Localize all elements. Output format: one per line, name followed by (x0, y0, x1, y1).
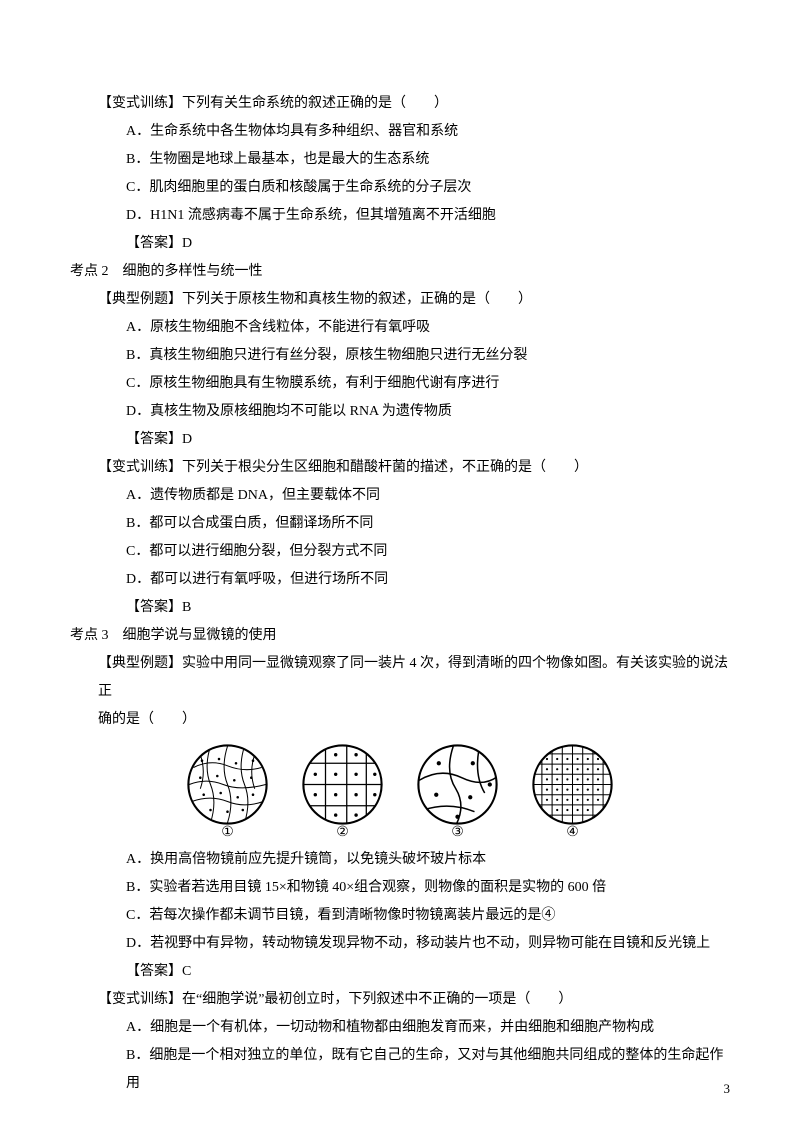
q4-stem-line2: 确的是（ ） (70, 706, 730, 734)
q1-opt-b: B．生物圈是地球上最基本，也是最大的生态系统 (70, 146, 730, 174)
microscope-figure: ① ② (70, 742, 730, 842)
figure-label-3: ③ (451, 825, 464, 842)
topic-2-heading: 考点 2 细胞的多样性与统一性 (70, 258, 730, 286)
figure-view-2: ② (300, 742, 385, 842)
page: 【变式训练】下列有关生命系统的叙述正确的是（ ） A．生命系统中各生物体均具有多… (0, 0, 800, 1132)
page-number: 3 (724, 1076, 731, 1102)
q5-opt-a: A．细胞是一个有机体，一切动物和植物都由细胞发育而来，并由细胞和细胞产物构成 (70, 1014, 730, 1042)
q2-opt-d: D．真核生物及原核细胞均不可能以 RNA 为遗传物质 (70, 398, 730, 426)
figure-label-2: ② (336, 825, 349, 842)
q4-opt-b: B．实验者若选用目镜 15×和物镜 40×组合观察，则物像的面积是实物的 600… (70, 874, 730, 902)
cells-icon (185, 742, 270, 827)
q4-stem-line1: 【典型例题】实验中用同一显微镜观察了同一装片 4 次，得到清晰的四个物像如图。有… (70, 650, 730, 706)
q5-opt-b: B．细胞是一个相对独立的单位，既有它自己的生命，又对与其他细胞共同组成的整体的生… (70, 1042, 730, 1098)
q4-answer: 【答案】C (70, 958, 730, 986)
figure-label-4: ④ (566, 825, 579, 842)
figure-view-4: ④ (530, 742, 615, 842)
cells-icon (530, 742, 615, 827)
q1-opt-d: D．H1N1 流感病毒不属于生命系统，但其增殖离不开活细胞 (70, 202, 730, 230)
q3-answer: 【答案】B (70, 594, 730, 622)
figure-label-1: ① (221, 825, 234, 842)
q1-opt-a: A．生命系统中各生物体均具有多种组织、器官和系统 (70, 118, 730, 146)
q4-opt-c: C．若每次操作都未调节目镜，看到清晰物像时物镜离装片最远的是④ (70, 902, 730, 930)
cells-icon (300, 742, 385, 827)
q1-answer: 【答案】D (70, 230, 730, 258)
q4-opt-d: D．若视野中有异物，转动物镜发现异物不动，移动装片也不动，则异物可能在目镜和反光… (70, 930, 730, 958)
cells-icon (415, 742, 500, 827)
topic-3-heading: 考点 3 细胞学说与显微镜的使用 (70, 622, 730, 650)
q2-opt-c: C．原核生物细胞具有生物膜系统，有利于细胞代谢有序进行 (70, 370, 730, 398)
q4-opt-a: A．换用高倍物镜前应先提升镜筒，以免镜头破坏玻片标本 (70, 846, 730, 874)
q3-opt-c: C．都可以进行细胞分裂，但分裂方式不同 (70, 538, 730, 566)
figure-view-3: ③ (415, 742, 500, 842)
q3-opt-b: B．都可以合成蛋白质，但翻译场所不同 (70, 510, 730, 538)
q3-opt-a: A．遗传物质都是 DNA，但主要载体不同 (70, 482, 730, 510)
q2-opt-b: B．真核生物细胞只进行有丝分裂，原核生物细胞只进行无丝分裂 (70, 342, 730, 370)
q1-opt-c: C．肌肉细胞里的蛋白质和核酸属于生命系统的分子层次 (70, 174, 730, 202)
q5-stem: 【变式训练】在“细胞学说”最初创立时，下列叙述中不正确的一项是（ ） (70, 986, 730, 1014)
q2-answer: 【答案】D (70, 426, 730, 454)
q2-opt-a: A．原核生物细胞不含线粒体，不能进行有氧呼吸 (70, 314, 730, 342)
figure-view-1: ① (185, 742, 270, 842)
q1-stem: 【变式训练】下列有关生命系统的叙述正确的是（ ） (70, 90, 730, 118)
q2-stem: 【典型例题】下列关于原核生物和真核生物的叙述，正确的是（ ） (70, 286, 730, 314)
q3-opt-d: D．都可以进行有氧呼吸，但进行场所不同 (70, 566, 730, 594)
q3-stem: 【变式训练】下列关于根尖分生区细胞和醋酸杆菌的描述，不正确的是（ ） (70, 454, 730, 482)
